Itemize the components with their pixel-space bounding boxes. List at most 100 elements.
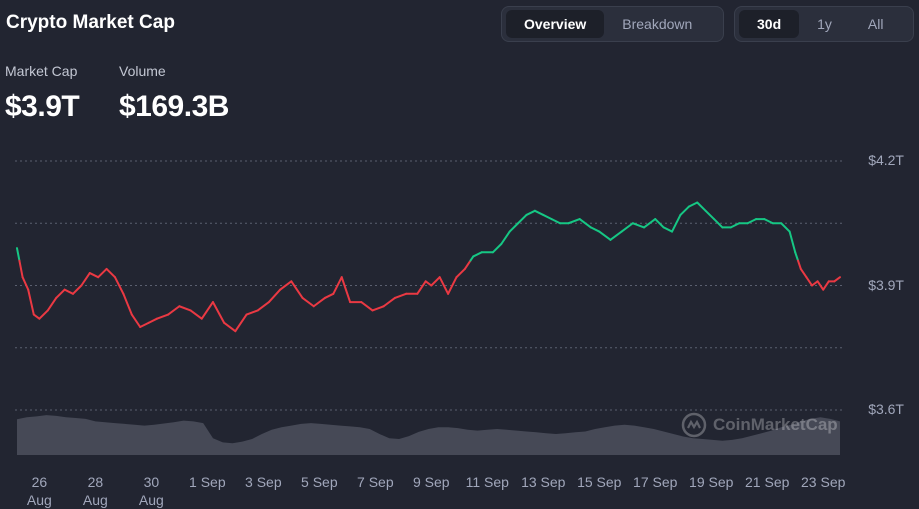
price-line-segment <box>794 251 800 262</box>
price-line-segment <box>578 218 592 229</box>
market-cap-value: $3.9T <box>5 90 80 123</box>
range-all[interactable]: All <box>867 16 884 32</box>
x-tick-label: 11 Sep <box>465 474 509 490</box>
price-line-segment <box>799 267 808 279</box>
price-line-segment <box>598 230 612 241</box>
tab-overview[interactable]: Overview <box>506 10 605 38</box>
range-1y[interactable]: 1y <box>817 16 832 32</box>
price-line-segment <box>491 243 503 254</box>
price-line-segment <box>32 313 41 320</box>
price-line-segment <box>211 301 226 324</box>
x-tick-label: 26 Aug <box>26 474 52 508</box>
price-line-segment <box>360 301 374 312</box>
volume-label: Volume <box>119 63 166 79</box>
price-line-segment <box>38 309 49 320</box>
price-line-segment <box>542 213 553 221</box>
price-line-segment <box>267 288 282 304</box>
coinmarketcap-logo-icon <box>681 412 707 438</box>
watermark-text: CoinMarketCap <box>713 415 838 434</box>
y-tick-label: $4.2T <box>868 152 904 168</box>
price-line-segment <box>811 280 819 287</box>
price-line-segment <box>178 305 192 312</box>
price-line-segment <box>256 301 270 312</box>
price-line-segment <box>16 247 21 262</box>
price-line-segment <box>472 251 483 258</box>
price-line-segment <box>620 222 634 233</box>
price-line-segment <box>223 321 237 333</box>
market-cap-label: Market Cap <box>5 63 78 79</box>
price-line-segment <box>430 276 441 287</box>
price-line-segment <box>393 292 408 299</box>
price-line-segment <box>167 305 181 316</box>
x-tick-label: 23 Sep <box>801 474 846 490</box>
price-line-segment <box>416 280 427 295</box>
price-line-segment <box>301 296 315 308</box>
price-line-segment <box>763 218 774 225</box>
price-line-segment <box>508 222 520 233</box>
price-line-segment <box>455 267 466 279</box>
price-line-segment <box>371 305 385 312</box>
price-line-segment <box>713 218 724 229</box>
price-line-segment <box>323 292 335 299</box>
price-line-segment <box>550 218 562 225</box>
volume-area <box>17 415 840 455</box>
price-line-segment <box>589 226 601 233</box>
x-tick-label: 5 Sep <box>301 474 338 490</box>
price-line-segment <box>822 280 830 291</box>
price-line-segment <box>18 259 24 279</box>
price-line-segment <box>113 276 125 295</box>
price-line-segment <box>447 276 458 295</box>
x-tick-label: 15 Sep <box>577 474 622 490</box>
price-line-segment <box>290 280 304 299</box>
price-line-segment <box>88 272 100 279</box>
range-30d[interactable]: 30d <box>739 10 800 38</box>
x-tick-label: 13 Sep <box>521 474 566 490</box>
price-line-segment <box>332 276 343 295</box>
y-tick-label: $3.6T <box>868 401 904 417</box>
price-line-segment <box>55 288 66 299</box>
price-line-segment <box>517 213 528 225</box>
price-line-segment <box>671 213 682 233</box>
watermark: CoinMarketCap <box>681 412 838 438</box>
price-line-segment <box>438 276 450 295</box>
y-tick-label: $3.9T <box>868 276 904 293</box>
price-line-segment <box>729 222 741 229</box>
price-line-segment <box>245 309 259 316</box>
price-line-segment <box>463 259 472 270</box>
x-tick-label: 1 Sep <box>189 474 226 490</box>
price-line-segment <box>105 267 116 279</box>
price-line-segment <box>27 288 35 316</box>
price-line-segment <box>746 218 758 225</box>
time-range-toggle: 30d 1y All <box>734 6 914 42</box>
price-line-segment <box>788 230 797 254</box>
price-line-segment <box>139 321 150 328</box>
price-line-segment <box>805 276 814 287</box>
price-line-segment <box>279 280 293 291</box>
price-line-segment <box>80 272 91 287</box>
price-line-segment <box>189 309 203 320</box>
x-tick-label: 7 Sep <box>357 474 394 490</box>
price-line-segment <box>155 313 170 320</box>
price-line-segment <box>780 222 791 233</box>
x-tick-label: 21 Sep <box>745 474 790 490</box>
price-line-segment <box>833 276 841 283</box>
x-tick-label: 19 Sep <box>689 474 734 490</box>
volume-value: $169.3B <box>119 90 229 123</box>
x-tick-label: 9 Sep <box>413 474 450 490</box>
price-line-segment <box>382 296 396 308</box>
price-line-segment <box>130 313 142 328</box>
price-line-segment <box>46 296 58 312</box>
price-line-segment <box>654 218 665 229</box>
x-tick-label: 3 Sep <box>245 474 282 490</box>
price-line-segment <box>609 230 623 241</box>
tab-breakdown[interactable]: Breakdown <box>622 16 693 32</box>
price-line-segment <box>97 267 108 279</box>
price-line-segment <box>147 317 158 324</box>
price-line-segment <box>696 201 707 212</box>
price-line-segment <box>687 201 699 208</box>
view-toggle: Overview Breakdown <box>501 6 724 42</box>
price-line-segment <box>533 209 545 216</box>
price-line-segment <box>662 226 674 233</box>
market-cap-chart[interactable] <box>0 140 919 460</box>
price-line-segment <box>679 205 690 216</box>
